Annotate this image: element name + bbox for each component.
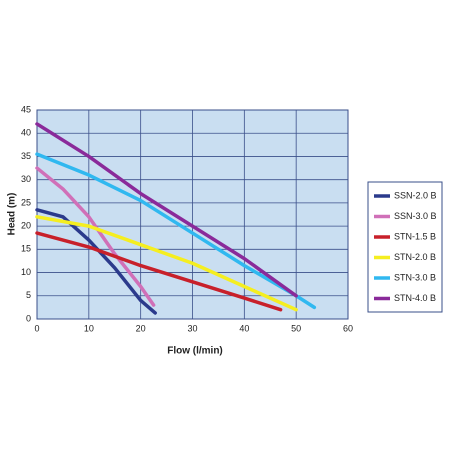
x-axis-title: Flow (l/min) xyxy=(167,346,223,357)
legend-label: STN-2.0 B xyxy=(394,252,436,262)
x-tick-label: 0 xyxy=(34,323,39,333)
x-tick-label: 20 xyxy=(136,323,146,333)
y-tick-label: 30 xyxy=(21,174,31,184)
legend-label: STN-3.0 B xyxy=(394,272,436,282)
y-tick-label: 25 xyxy=(21,197,31,207)
y-tick-label: 40 xyxy=(21,128,31,138)
legend-label: STN-1.5 B xyxy=(394,231,436,241)
y-tick-label: 15 xyxy=(21,244,31,254)
series-line xyxy=(35,122,298,298)
x-tick-label: 30 xyxy=(187,323,197,333)
series-line xyxy=(35,231,283,312)
x-tick-label: 50 xyxy=(291,323,301,333)
y-tick-label: 20 xyxy=(21,220,31,230)
series-line xyxy=(35,215,298,312)
y-tick-label: 0 xyxy=(26,313,31,323)
y-tick-label: 10 xyxy=(21,267,31,277)
y-tick-label: 35 xyxy=(21,151,31,161)
x-tick-label: 60 xyxy=(343,323,353,333)
y-axis-title: Head (m) xyxy=(7,193,18,236)
series-line xyxy=(35,166,156,307)
legend-box xyxy=(367,181,443,313)
series-line xyxy=(35,208,157,315)
x-tick-label: 40 xyxy=(239,323,249,333)
legend-label: SSN-3.0 B xyxy=(394,211,437,221)
y-tick-label: 45 xyxy=(21,104,31,114)
legend-label: SSN-2.0 B xyxy=(394,190,437,200)
y-tick-label: 5 xyxy=(26,290,31,300)
x-tick-label: 10 xyxy=(84,323,94,333)
legend-label: STN-4.0 B xyxy=(394,293,436,303)
